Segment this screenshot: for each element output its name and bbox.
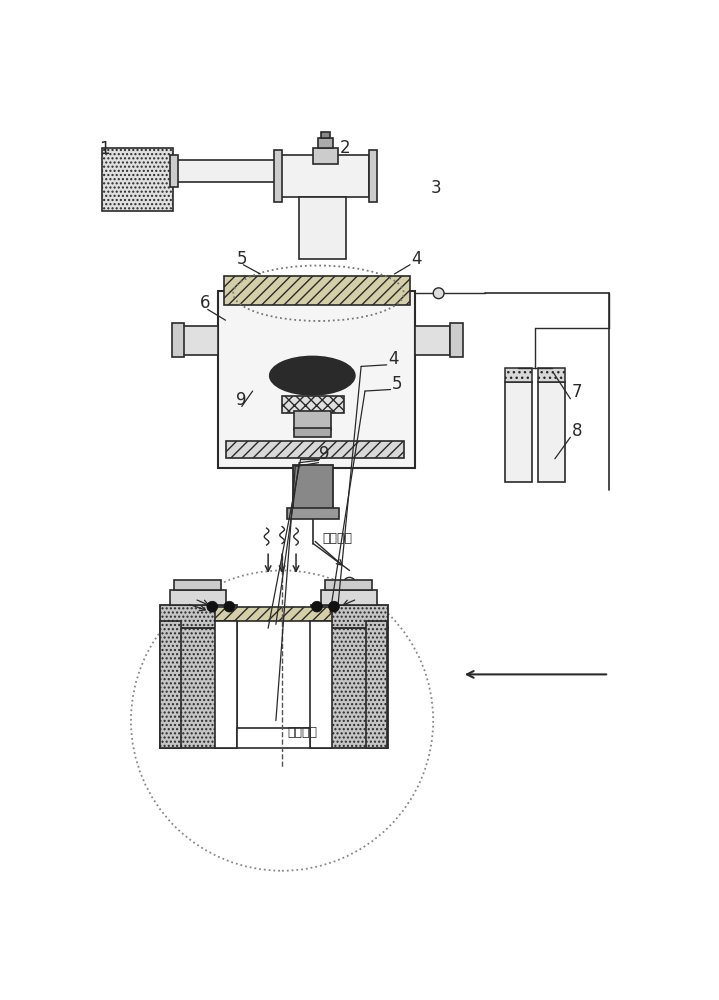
Circle shape [329,601,339,612]
Text: 3: 3 [431,179,441,197]
Circle shape [224,601,235,612]
Bar [160,628,237,748]
Bar [538,368,565,382]
Bar [226,441,404,458]
Bar [293,428,331,437]
Text: 4: 4 [388,350,399,368]
Bar [310,620,331,748]
Bar [313,148,338,164]
Bar [311,628,388,748]
Circle shape [131,570,434,871]
Bar [287,508,339,519]
Bar [282,396,344,413]
Bar [505,368,531,382]
Polygon shape [336,584,362,603]
Text: 1: 1 [99,140,110,158]
Circle shape [343,577,356,590]
Text: 6: 6 [200,294,211,312]
Bar [293,411,331,430]
Bar [224,276,410,305]
Bar [216,607,331,620]
Bar [172,323,185,357]
Bar [538,382,565,482]
Bar [278,155,369,197]
Bar [218,291,416,468]
Text: 5: 5 [392,375,403,393]
Bar [311,605,388,628]
Bar [369,150,377,202]
Text: 4: 4 [411,250,422,268]
Bar [321,132,330,138]
Bar [160,605,237,628]
Circle shape [434,288,444,299]
Bar [237,728,310,748]
Text: 5: 5 [237,250,247,268]
Bar [170,590,226,605]
Bar [275,150,282,202]
Bar [321,590,377,605]
Text: 7: 7 [572,383,582,401]
Bar [505,382,531,482]
Bar [173,160,278,182]
Bar [101,148,173,211]
Text: 2: 2 [339,139,350,157]
Text: 8: 8 [572,422,582,440]
Text: 真空区域: 真空区域 [288,726,318,739]
Bar [170,155,178,187]
Bar [174,580,221,590]
Bar [318,138,333,148]
Bar [160,620,181,748]
Circle shape [207,601,218,612]
Bar [450,323,462,357]
Text: 9: 9 [236,391,246,409]
Bar [366,620,388,748]
Ellipse shape [269,356,356,396]
Bar [183,326,218,355]
Bar [416,326,450,355]
Text: 9: 9 [319,445,329,463]
Bar [326,580,372,590]
Bar [293,465,333,513]
Bar [299,197,346,259]
Text: 常压区域: 常压区域 [322,532,352,545]
Circle shape [311,601,322,612]
Bar [216,620,237,748]
